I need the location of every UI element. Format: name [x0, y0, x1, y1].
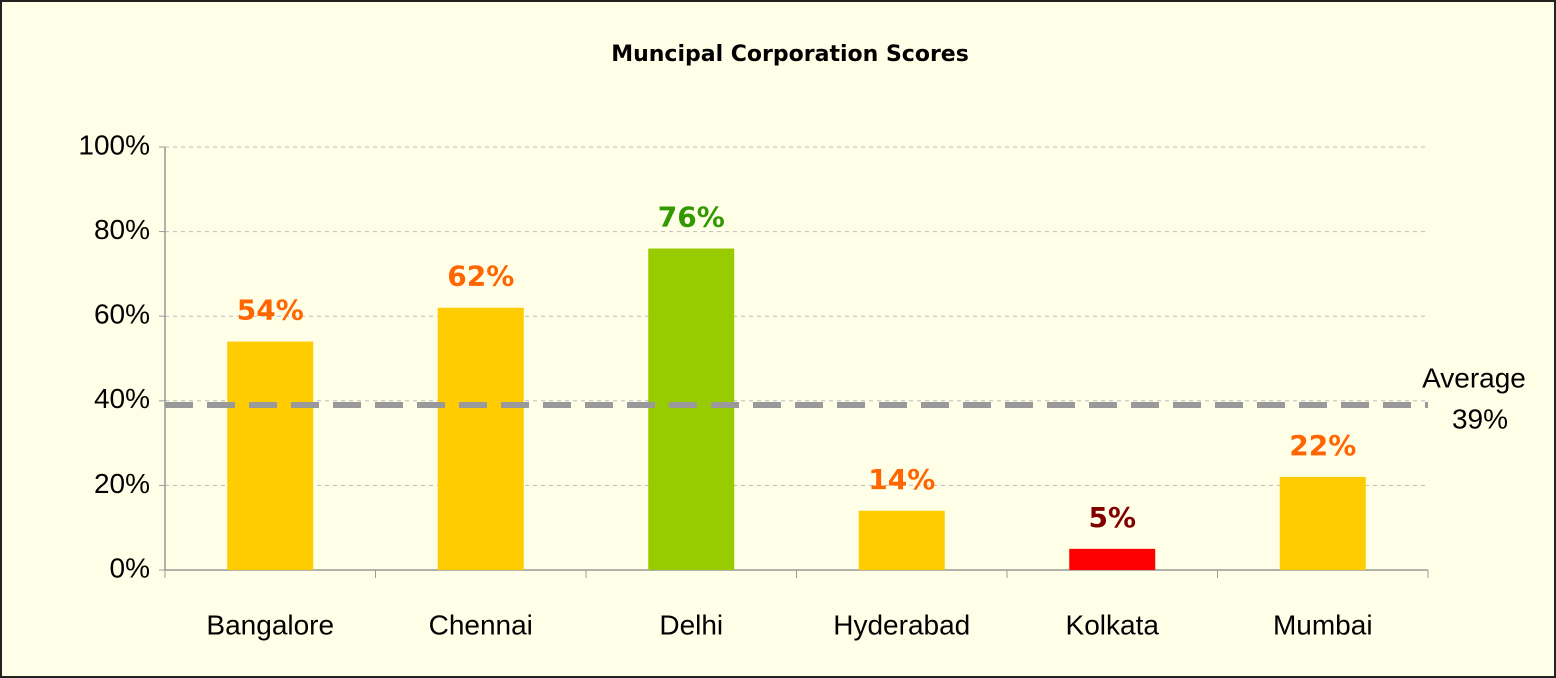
y-tick-label: 40% [94, 383, 150, 414]
y-tick-label: 20% [94, 468, 150, 499]
bar [648, 248, 735, 570]
data-label: 22% [1289, 429, 1356, 462]
data-label: 14% [868, 463, 935, 496]
x-tick-label: Delhi [659, 609, 723, 640]
average-label: Average [1422, 362, 1526, 393]
average-value-label: 39% [1452, 403, 1508, 434]
chart-title: Muncipal Corporation Scores [611, 42, 969, 67]
bar [227, 341, 314, 570]
y-tick-label: 60% [94, 299, 150, 330]
bar [858, 510, 945, 570]
data-label: 5% [1088, 501, 1136, 534]
data-label: 76% [658, 201, 725, 234]
x-tick-label: Kolkata [1066, 609, 1160, 640]
x-tick-label: Chennai [429, 609, 533, 640]
bar [437, 307, 524, 570]
y-tick-label: 80% [94, 214, 150, 245]
x-tick-label: Bangalore [206, 609, 334, 640]
y-tick-label: 100% [78, 129, 150, 160]
y-tick-label: 0% [110, 552, 150, 583]
bar [1279, 476, 1366, 570]
bar [1069, 548, 1156, 570]
data-label: 62% [447, 260, 514, 293]
x-tick-label: Mumbai [1273, 609, 1373, 640]
x-tick-label: Hyderabad [833, 609, 970, 640]
data-label: 54% [237, 294, 304, 327]
